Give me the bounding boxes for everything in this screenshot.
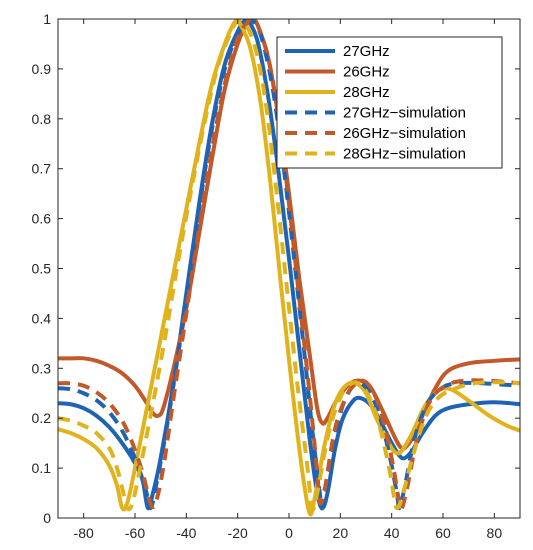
y-tick-label: 0.5 xyxy=(32,261,52,277)
y-tick-label: 0.2 xyxy=(32,410,52,426)
x-tick-label: 60 xyxy=(435,525,451,541)
series-line-3 xyxy=(58,19,520,517)
y-tick-label: 0.6 xyxy=(32,211,52,227)
series-line-6 xyxy=(58,19,520,512)
legend-label-6: 28GHz−simulation xyxy=(343,146,466,163)
legend: 27GHz 26GHz 28GHz 27GHz−simulation 26GHz−sim… xyxy=(276,36,503,169)
y-tick-label: 0.3 xyxy=(32,360,52,376)
y-tick-label: 0.1 xyxy=(32,460,52,476)
x-tick-label: -40 xyxy=(176,525,196,541)
legend-label-5: 26GHz−simulation xyxy=(343,125,466,142)
y-tick-label: 1 xyxy=(43,11,51,27)
legend-label-4: 27GHz−simulation xyxy=(343,105,466,122)
x-tick-label: -20 xyxy=(228,525,248,541)
x-tick-label: -60 xyxy=(125,525,145,541)
legend-box xyxy=(276,36,503,169)
y-tick-label: 0.8 xyxy=(32,111,52,127)
x-tick-label: 80 xyxy=(487,525,503,541)
x-tick-label: 0 xyxy=(285,525,293,541)
y-tick-label: 0.4 xyxy=(32,310,52,326)
x-tick-label: -80 xyxy=(74,525,94,541)
x-tick-label: 20 xyxy=(333,525,349,541)
legend-label-3: 28GHz xyxy=(343,84,390,101)
x-tick-label: 40 xyxy=(384,525,400,541)
y-axis: 0 0.1 0.2 0.3 0.4 0.5 0.6 0.7 0.8 0.9 1 xyxy=(32,11,520,526)
y-tick-label: 0 xyxy=(43,510,51,526)
x-axis: -80 -60 -40 -20 0 20 40 60 80 xyxy=(74,19,503,541)
y-tick-label: 0.7 xyxy=(32,161,52,177)
series-line-5 xyxy=(58,19,520,512)
legend-label-1: 27GHz xyxy=(343,43,390,60)
y-tick-label: 0.9 xyxy=(32,61,52,77)
legend-label-2: 26GHz xyxy=(343,64,390,81)
